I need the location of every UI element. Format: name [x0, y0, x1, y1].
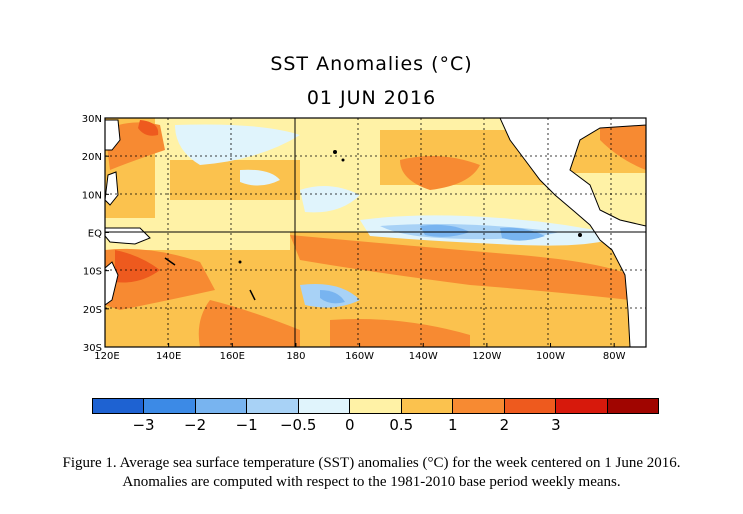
- island-tonga: [249, 289, 256, 301]
- island-hawaii: [333, 150, 337, 154]
- sst-anomaly-map: 30N 20N 10N EQ 10S 20S 30S 120E 140E 160E 180 160W…: [82, 114, 647, 362]
- island-galapagos: [578, 233, 582, 237]
- caption-line-2: Anomalies are computed with respect to t…: [122, 474, 621, 490]
- grid: [105, 118, 646, 347]
- land-asia: [105, 119, 121, 151]
- field-cool-w: [240, 169, 280, 186]
- colorbar-swatch: [298, 399, 351, 413]
- island-vanuatu: [164, 257, 176, 266]
- lon-labels: 120E 140E 160E 180 160W 140W 120W 100W 80W: [94, 343, 626, 362]
- colorbar-swatch: [453, 399, 505, 413]
- colorbar-swatch: [401, 399, 454, 413]
- field-s-warm: [330, 319, 470, 347]
- field-cold-s: [320, 290, 345, 304]
- field-sw-warm: [198, 300, 300, 347]
- lon-label: 160E: [220, 351, 245, 362]
- colorbar-swatch: [504, 399, 557, 413]
- land-australia: [105, 261, 119, 306]
- chart-title: SST Anomalies (°C): [270, 53, 473, 75]
- land-americas: [499, 118, 646, 347]
- field-hot-2: [138, 120, 159, 136]
- lat-label: 30N: [82, 114, 102, 125]
- lat-label: EQ: [88, 229, 102, 240]
- lon-label: 140E: [156, 351, 181, 362]
- field-cold-1: [420, 224, 470, 237]
- colorbar: [92, 398, 659, 414]
- island-fiji: [238, 260, 242, 264]
- colorbar-label: −0.5: [279, 416, 317, 434]
- colorbar-label: 2: [499, 416, 510, 434]
- lon-label: 160W: [345, 351, 374, 362]
- colorbar-swatch: [92, 399, 145, 413]
- caption-line-1: Figure 1. Average sea surface temperatur…: [62, 455, 681, 471]
- colorbar-label: 3: [551, 416, 561, 434]
- field-n-warm: [400, 156, 480, 190]
- field-south-band: [290, 235, 630, 300]
- colorbar-swatch: [195, 399, 248, 413]
- lon-label: 120W: [472, 351, 501, 362]
- lat-labels: 30N 20N 10N EQ 10S 20S 30S: [82, 114, 109, 354]
- chart-date: 01 JUN 2016: [306, 87, 437, 109]
- lon-label: 180: [286, 351, 305, 362]
- colorbar-swatch: [144, 399, 196, 413]
- colorbar-label: 1: [448, 416, 458, 434]
- colorbar-swatch: [556, 399, 608, 413]
- lat-label: 20N: [82, 152, 102, 163]
- lon-label: 140W: [409, 351, 438, 362]
- colorbar-label: 0.5: [389, 416, 414, 434]
- field-carib-warm: [600, 120, 646, 170]
- field-cold-2: [500, 227, 545, 241]
- field-cool-nw: [175, 124, 300, 165]
- colorbar-label: −3: [132, 416, 155, 434]
- lon-label: 80W: [603, 351, 626, 362]
- colorbar-label: 0: [344, 416, 355, 434]
- colorbar-swatch: [247, 399, 299, 413]
- lon-label: 100W: [536, 351, 565, 362]
- lon-label: 120E: [94, 351, 119, 362]
- field-cool-n: [300, 186, 360, 213]
- lat-label: 30S: [83, 343, 102, 354]
- colorbar-swatch: [607, 399, 659, 413]
- island-hawaii-2: [341, 158, 345, 162]
- colorbar-label: −2: [184, 416, 207, 434]
- lat-label: 10S: [83, 267, 102, 278]
- field-hot-1: [115, 250, 160, 283]
- colorbar-label: −1: [235, 416, 258, 434]
- lat-label: 10N: [82, 190, 102, 201]
- lat-label: 20S: [83, 305, 102, 316]
- colorbar-swatch: [350, 399, 402, 413]
